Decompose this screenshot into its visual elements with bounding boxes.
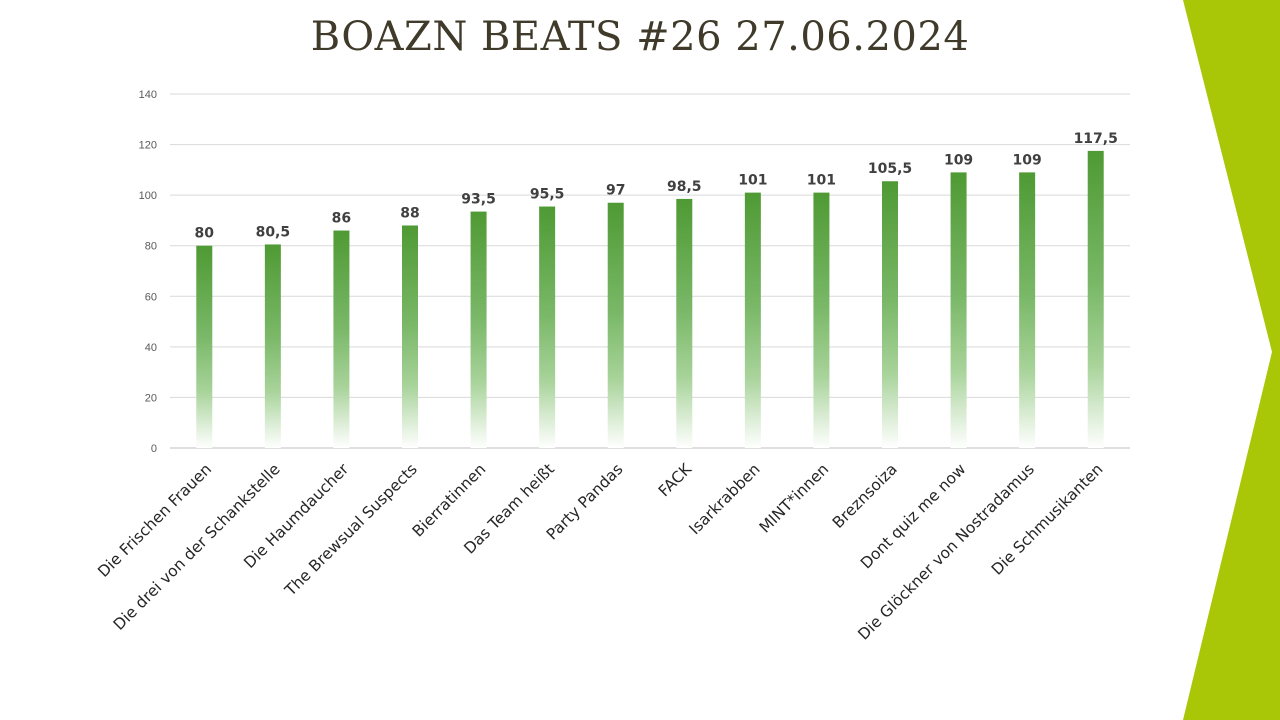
category-label: Die Schmusikanten bbox=[988, 460, 1107, 579]
bar bbox=[333, 230, 350, 448]
category-label: Die Frischen Frauen bbox=[94, 460, 215, 581]
y-axis-ticks: 0 20 40 60 80 100 120 140 bbox=[139, 89, 157, 455]
bar bbox=[676, 198, 693, 448]
bar bbox=[607, 202, 624, 448]
data-label: 109 bbox=[944, 152, 973, 168]
data-labels: 80 80,5 86 88 93,5 95,5 97 98,5 101 101 105,5 109 10… bbox=[195, 131, 1118, 242]
y-tick-label: 40 bbox=[145, 342, 157, 354]
y-tick-label: 100 bbox=[139, 190, 157, 202]
y-tick-label: 140 bbox=[139, 89, 157, 101]
data-label: 105,5 bbox=[868, 161, 912, 177]
data-label: 101 bbox=[738, 173, 767, 189]
data-label: 109 bbox=[1013, 152, 1042, 168]
data-label: 98,5 bbox=[667, 179, 702, 195]
category-label: The Brewsual Suspects bbox=[281, 460, 421, 600]
data-label: 117,5 bbox=[1074, 131, 1118, 147]
data-label: 80,5 bbox=[256, 224, 291, 240]
category-label: FACK bbox=[655, 460, 696, 501]
bar bbox=[813, 192, 830, 448]
bar bbox=[402, 225, 418, 448]
bar bbox=[1087, 150, 1104, 448]
bar bbox=[196, 245, 213, 448]
bars bbox=[196, 150, 1104, 448]
y-tick-label: 80 bbox=[145, 241, 157, 253]
data-label: 101 bbox=[807, 173, 836, 189]
data-label: 86 bbox=[332, 211, 351, 227]
chart-title: BOAZN BEATS #26 27.06.2024 bbox=[310, 14, 970, 60]
data-label: 97 bbox=[606, 183, 625, 199]
bar bbox=[470, 211, 487, 448]
gridlines bbox=[170, 93, 1130, 449]
y-tick-label: 20 bbox=[145, 392, 157, 404]
category-label: Breznsoiza bbox=[829, 460, 901, 532]
bar bbox=[264, 244, 281, 448]
data-label: 95,5 bbox=[530, 187, 565, 203]
y-tick-label: 120 bbox=[139, 140, 157, 152]
data-label: 80 bbox=[195, 226, 215, 242]
green-chevron-shape bbox=[1183, 0, 1280, 720]
category-label: MINT*innen bbox=[756, 460, 832, 536]
data-label: 93,5 bbox=[461, 192, 496, 208]
bar bbox=[744, 192, 761, 448]
bar bbox=[1019, 172, 1036, 448]
bar bbox=[539, 206, 556, 448]
y-tick-label: 0 bbox=[151, 443, 157, 455]
bar bbox=[950, 172, 967, 448]
bar-chart: 0 20 40 60 80 100 120 140 80 80,5 86 88 93,5 95,5 97 9… bbox=[94, 89, 1130, 644]
category-label: Isarkrabben bbox=[686, 460, 764, 538]
bar bbox=[882, 181, 898, 448]
y-tick-label: 60 bbox=[145, 291, 157, 303]
data-label: 88 bbox=[400, 205, 419, 221]
